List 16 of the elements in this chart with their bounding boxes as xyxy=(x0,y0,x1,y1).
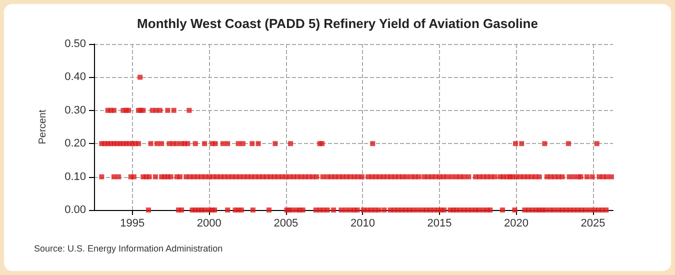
y-axis-title: Percent xyxy=(38,110,48,144)
y-tick-label: 0.00 xyxy=(64,204,86,216)
chart-title: Monthly West Coast (PADD 5) Refinery Yield of Aviation Gasoline xyxy=(137,16,538,31)
y-tick-label: 0.20 xyxy=(64,138,86,150)
x-tick-label: 1995 xyxy=(120,218,145,230)
y-tick-label: 0.50 xyxy=(64,38,86,50)
y-tick-label: 0.10 xyxy=(64,170,86,183)
x-tick-label: 2005 xyxy=(274,218,298,230)
y-tick-label: 0.30 xyxy=(64,104,86,116)
x-tick-label: 2020 xyxy=(504,218,529,230)
x-tick-label: 2010 xyxy=(350,218,375,230)
x-tick-label: 2025 xyxy=(580,218,606,230)
y-tick-label: 0.40 xyxy=(64,71,86,84)
x-tick-label: 2015 xyxy=(427,218,452,230)
source-note: Source: U.S. Energy Information Administration xyxy=(34,244,223,254)
x-tick-label: 2000 xyxy=(196,218,222,230)
